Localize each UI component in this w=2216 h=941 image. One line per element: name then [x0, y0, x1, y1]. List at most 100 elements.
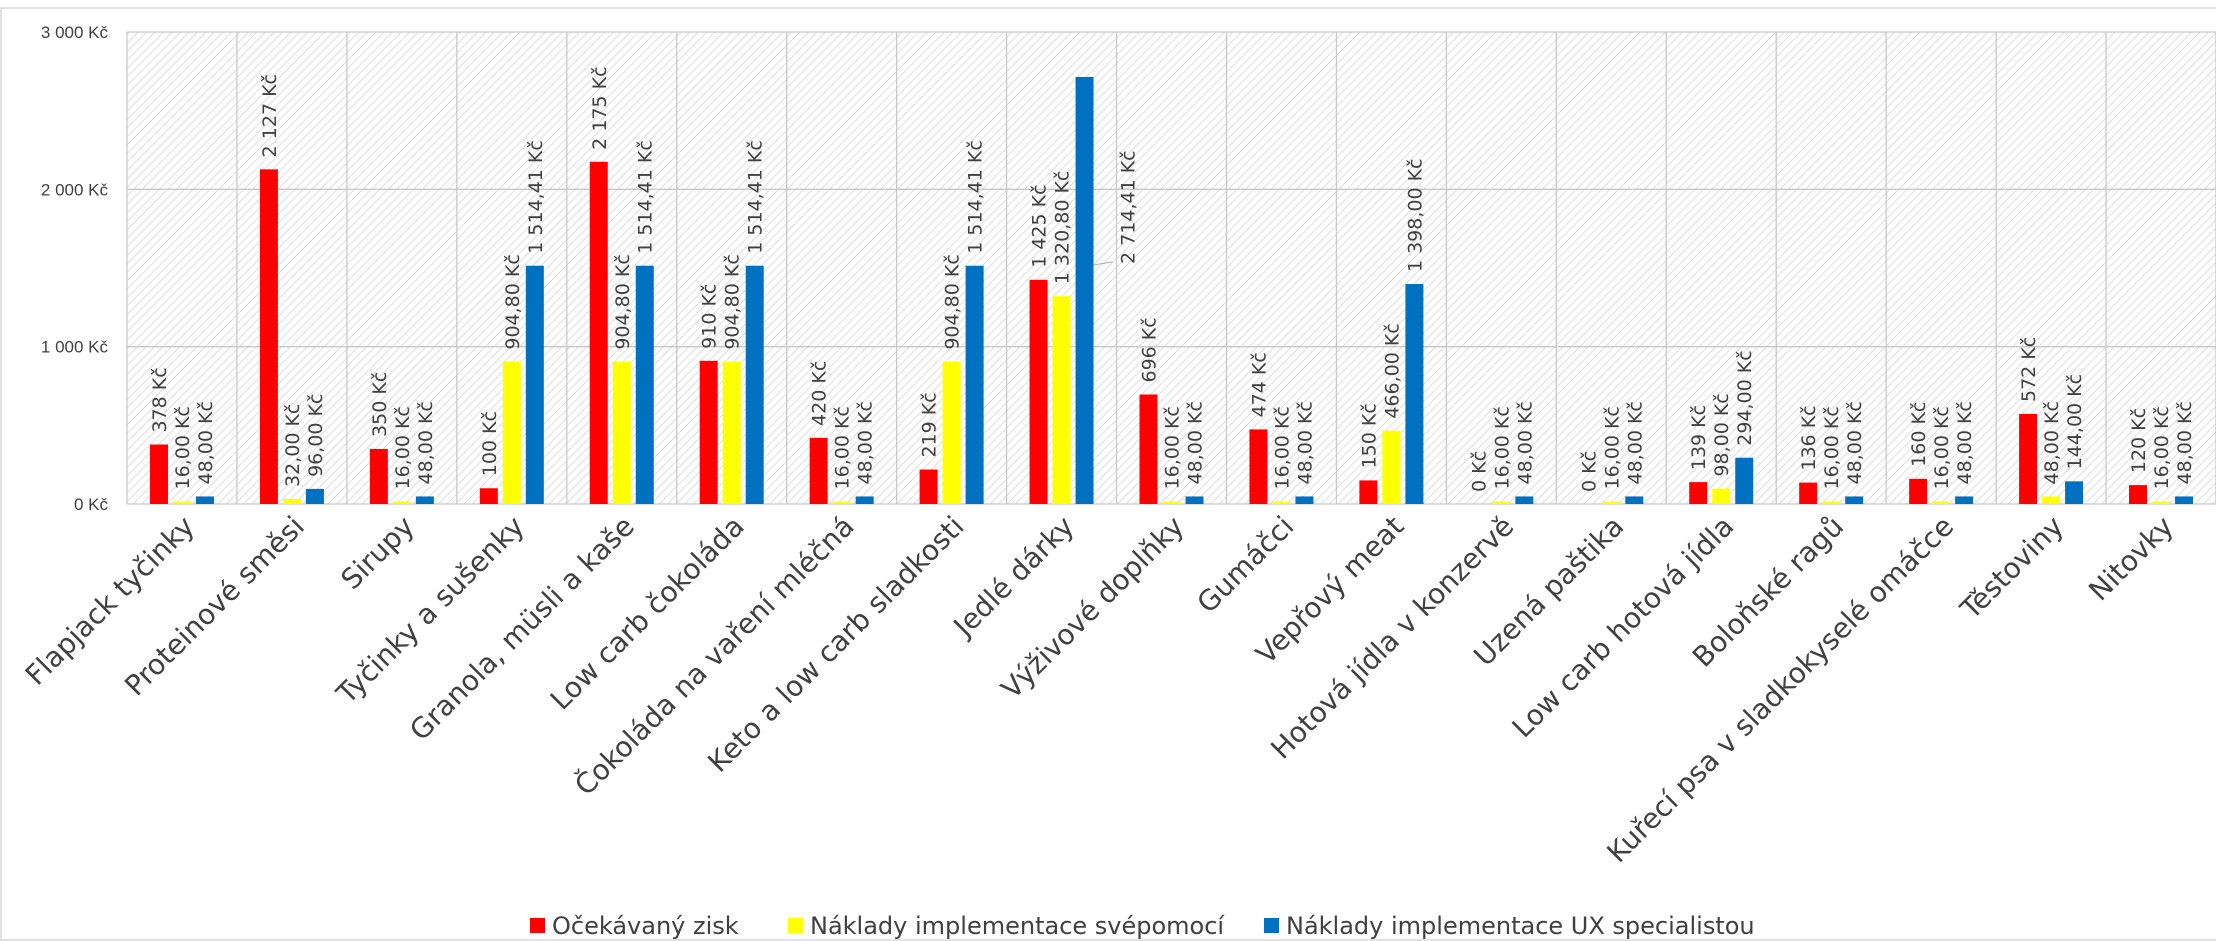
legend: Očekávaný zisk Náklady implementace svépo… [530, 912, 1755, 940]
x-tick-label: Těstoviny [1953, 510, 2070, 627]
data-label: 16,00 Kč [1271, 406, 1293, 489]
bar [1515, 496, 1534, 504]
bar [2152, 501, 2171, 504]
data-label: 48,00 Kč [1185, 401, 1207, 484]
y-tick-label: 0 Kč [74, 495, 109, 514]
bar [1162, 501, 1181, 504]
data-label: 48,00 Kč [1514, 401, 1536, 484]
legend-swatch [1264, 918, 1279, 933]
bar [305, 488, 324, 504]
bar [1492, 501, 1511, 504]
data-label: 1 514,41 Kč [635, 140, 657, 254]
data-label: 1 320,80 Kč [1052, 171, 1074, 285]
x-tick-label: Výživové doplňky [995, 510, 1191, 706]
plot-area [127, 32, 2216, 504]
bar [2042, 496, 2061, 504]
bar [855, 496, 874, 504]
data-label: 904,80 Kč [722, 254, 744, 349]
data-label: 378 Kč [149, 367, 171, 432]
bar [1602, 501, 1621, 504]
bar [919, 469, 938, 504]
bar [635, 265, 654, 504]
bar [1249, 429, 1268, 504]
data-label: 696 Kč [1139, 317, 1161, 382]
bar [502, 361, 521, 504]
data-label: 48,00 Kč [855, 401, 877, 484]
data-label: 48,00 Kč [1954, 401, 1976, 484]
data-label: 466,00 Kč [1381, 323, 1403, 418]
data-label: 1 514,41 Kč [965, 140, 987, 254]
data-label: 48,00 Kč [2174, 401, 2196, 484]
data-label: 572 Kč [2018, 337, 2040, 402]
bar [1735, 457, 1754, 504]
y-tick-label: 1 000 Kč [41, 338, 109, 357]
data-label: 48,00 Kč [1294, 401, 1316, 484]
x-tick-label: Nitovky [2082, 510, 2180, 608]
bar [1139, 394, 1158, 504]
bar [1382, 430, 1401, 504]
bar [1075, 76, 1094, 504]
data-label: 16,00 Kč [172, 406, 194, 489]
data-label: 219 Kč [919, 392, 941, 457]
data-label: 48,00 Kč [2041, 401, 2063, 484]
bar [2129, 485, 2148, 504]
bar [1955, 496, 1974, 504]
bar [612, 361, 631, 504]
y-tick-label: 3 000 Kč [41, 23, 109, 42]
x-tick-label: Proteinové směsi [118, 510, 311, 703]
legend-entry: Očekávaný zisk [552, 912, 739, 940]
data-label: 904,80 Kč [942, 254, 964, 349]
bar [722, 361, 741, 504]
bar [1185, 496, 1204, 504]
y-axis: 0 Kč 1 000 Kč 2 000 Kč 3 000 Kč [41, 23, 109, 514]
data-label: 16,00 Kč [1931, 406, 1953, 489]
data-label: 48,00 Kč [1624, 401, 1646, 484]
bar [259, 169, 278, 505]
data-label: 16,00 Kč [2151, 406, 2173, 489]
bar [1845, 496, 1864, 504]
data-label: 904,80 Kč [612, 254, 634, 349]
bar [1799, 482, 1818, 504]
bar [282, 498, 301, 504]
x-tick-label: Granola, müsli a kaše [403, 510, 640, 747]
chart-outer-border [0, 7, 2216, 941]
bar [745, 265, 764, 504]
bar [1295, 496, 1314, 504]
label-leader-line [1093, 261, 1113, 266]
bar [1822, 501, 1841, 504]
data-label: 1 514,41 Kč [745, 140, 767, 254]
data-label: 48,00 Kč [415, 401, 437, 484]
bar [172, 501, 191, 504]
bar [149, 444, 168, 504]
x-tick-label: Gumáčci [1190, 510, 1300, 620]
data-label: 16,00 Kč [1162, 406, 1184, 489]
bar [832, 501, 851, 504]
data-label: 16,00 Kč [392, 406, 414, 489]
bar [415, 496, 434, 504]
data-label: 2 127 Kč [259, 74, 281, 157]
bar [699, 360, 718, 504]
x-tick-label: Tyčinky a sušenky [329, 510, 530, 711]
data-label: 16,00 Kč [832, 406, 854, 489]
data-label: 98,00 Kč [1711, 393, 1733, 476]
data-label: 904,80 Kč [502, 254, 524, 349]
bar [1029, 279, 1048, 504]
x-tick-label: Sirupy [334, 510, 420, 596]
bar [942, 361, 961, 504]
bar [1689, 482, 1708, 504]
legend-swatch [788, 918, 803, 933]
data-label: 16,00 Kč [1821, 406, 1843, 489]
bar [589, 161, 608, 505]
data-label: 139 Kč [1688, 405, 1710, 470]
data-label: 1 425 Kč [1029, 184, 1051, 267]
bar [1359, 480, 1378, 504]
data-label: 120 Kč [2128, 408, 2150, 473]
data-label: 0 Kč [1578, 451, 1600, 492]
data-label: 32,00 Kč [282, 404, 304, 487]
legend-swatch [530, 918, 545, 933]
x-tick-label: Low carb čokoláda [544, 510, 751, 717]
data-label: 144,00 Kč [2064, 374, 2086, 469]
bars [149, 76, 2194, 505]
bar [1272, 501, 1291, 504]
